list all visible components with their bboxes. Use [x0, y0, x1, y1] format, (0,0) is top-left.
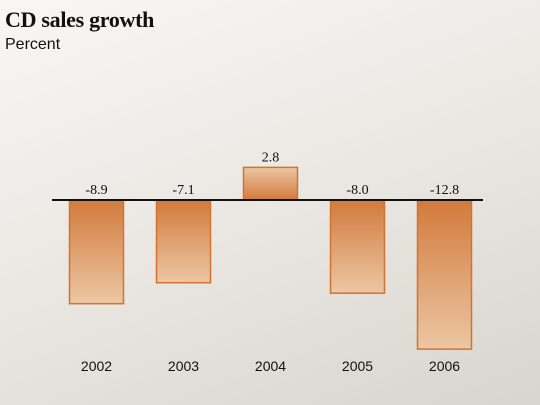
value-label-2006: -12.8 [430, 183, 459, 198]
category-label-2005: 2005 [342, 358, 373, 374]
value-label-2005: -8.0 [346, 183, 368, 198]
value-label-2004: 2.8 [262, 150, 280, 165]
category-label-2006: 2006 [429, 358, 460, 374]
value-label-2003: -7.1 [172, 183, 194, 198]
bar-2002 [68, 199, 125, 305]
category-label-2002: 2002 [81, 358, 112, 374]
bar-2005 [329, 199, 386, 294]
value-label-2002: -8.9 [85, 183, 107, 198]
bar-2004 [242, 166, 299, 201]
chart-subtitle: Percent [5, 36, 61, 53]
category-label-2004: 2004 [255, 358, 286, 374]
category-label-2003: 2003 [168, 358, 199, 374]
bar-2006 [416, 199, 473, 350]
chart-title: CD sales growth [5, 7, 155, 32]
bar-2003 [155, 199, 212, 284]
